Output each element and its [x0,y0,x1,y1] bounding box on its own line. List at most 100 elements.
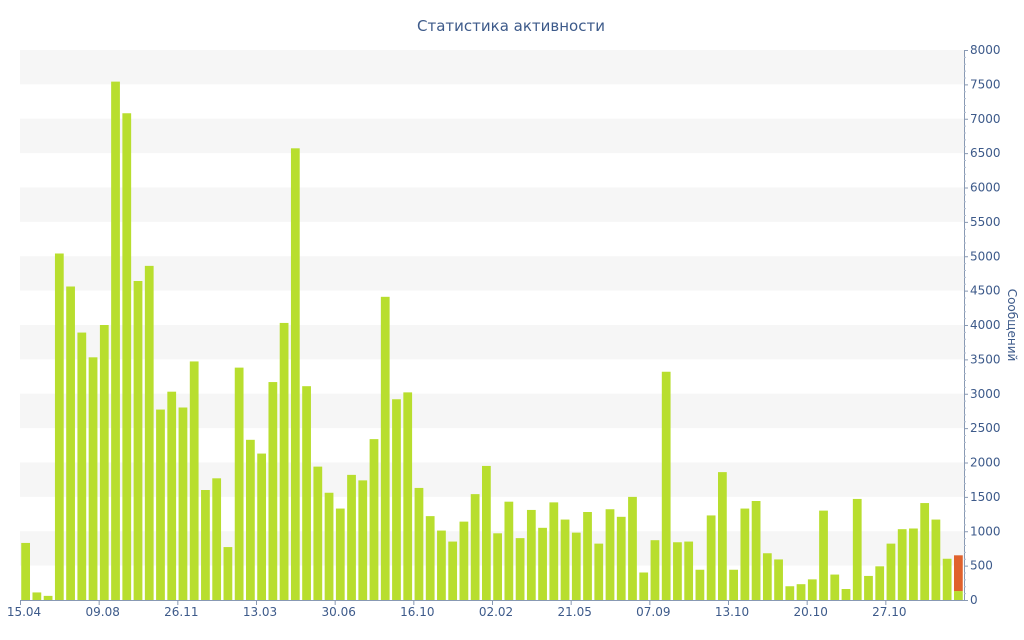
bar [43,595,53,600]
y-tick-label: 4000 [970,318,1001,332]
y-tick-label: 2500 [970,421,1001,435]
bar [538,527,547,600]
bar [717,472,727,600]
bar [403,392,413,600]
x-tick-label: 26.11 [164,605,198,619]
grid-band [20,462,964,497]
y-tick-label: 2000 [970,456,1001,470]
bar [639,572,649,600]
bar [189,361,199,600]
bar [774,559,783,600]
bar [751,501,761,600]
bar [616,516,626,600]
bar [88,357,98,600]
grid-band [20,187,964,222]
bar [605,509,615,600]
y-tick-label: 1500 [970,490,1001,504]
x-axis-ticks: 15.04 09.08 26.11 13.03 30.06 16.10 02.02 21.05… [7,600,907,619]
y-tick-label: 7500 [970,77,1001,91]
bar [796,584,806,600]
x-tick-label: 02.02 [479,605,513,619]
bar [526,509,536,600]
grid-band [20,393,964,429]
bar [302,386,311,600]
x-tick-label: 21.05 [557,605,591,619]
y-tick-label: 3500 [970,352,1001,366]
bar [392,399,401,600]
bar-group [21,81,963,600]
bar [942,558,952,600]
bar [886,543,896,600]
bar [931,519,941,600]
grid-band [20,531,964,566]
bar [54,253,64,600]
bar [515,538,525,600]
bar [785,586,795,600]
bar [560,519,570,600]
bar [628,496,637,600]
x-tick-label: 07.09 [636,605,670,619]
bar [864,575,873,600]
y-tick-label: 8000 [970,43,1001,57]
bar [234,367,244,600]
bar [695,569,705,600]
y-tick-label: 500 [970,559,993,573]
bar [650,540,660,600]
bar [324,492,334,600]
grid-band [20,256,964,291]
bar [32,592,42,600]
bar [594,543,604,600]
bar [909,528,918,600]
bar [369,439,379,600]
y-tick-label: 0 [970,593,978,607]
bar [111,81,120,600]
bar [167,391,177,600]
x-tick-label: 13.10 [715,605,749,619]
bar [448,541,458,600]
bar [549,502,559,600]
bar [706,515,716,600]
bar [762,553,772,600]
bar [268,382,278,600]
x-tick-label: 16.10 [400,605,434,619]
bar [425,516,435,600]
grid-band [20,325,964,360]
y-tick-label: 5000 [970,249,1001,263]
grid-band [20,50,964,85]
bar [841,589,851,600]
bar [279,322,289,600]
bar [358,480,368,600]
x-tick-label: 13.03 [243,605,277,619]
bar [414,487,424,600]
bar [493,533,503,600]
bar [66,286,75,600]
bar [21,542,31,600]
y-tick-label: 6500 [970,146,1001,160]
x-tick-label: 30.06 [321,605,355,619]
x-tick-label: 09.08 [85,605,119,619]
bar [212,478,222,600]
bar [897,529,907,600]
bar [133,281,143,600]
bar [144,265,154,600]
bar [504,501,514,600]
bar [257,453,267,600]
bar [481,465,491,600]
bar [459,521,469,600]
bar [223,547,233,600]
y-axis-ticks: 0 500 1000 1500 2000 2500 3000 3500 4000 4500 5000… [964,43,1001,607]
bar [245,439,255,600]
bar [156,409,165,600]
bar [437,530,446,600]
y-axis-label: Сообщений [1005,289,1019,362]
bar [740,508,750,600]
bar [99,325,109,600]
bar [830,574,840,600]
bar [201,490,210,600]
bar [571,532,581,600]
y-tick-label: 4500 [970,284,1001,298]
bar [335,508,345,600]
y-tick-label: 7000 [970,112,1001,126]
